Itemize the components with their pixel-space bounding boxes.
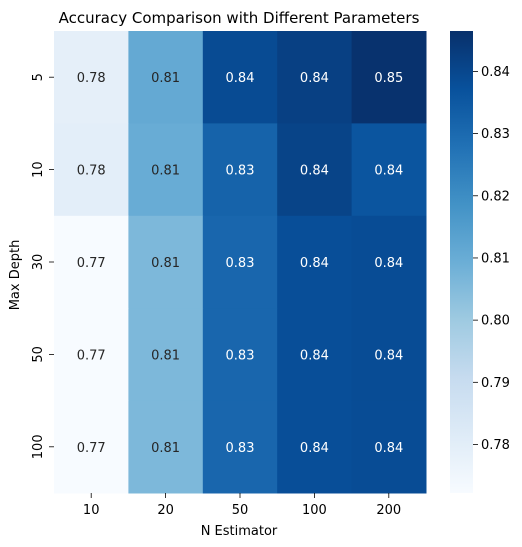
- heatmap-cell-10-10: [54, 123, 129, 217]
- heatmap-cell-100-10: [54, 400, 129, 494]
- heatmap-cell-30-20: [128, 215, 204, 309]
- heatmap-cell-30-100: [277, 215, 353, 309]
- cell-value-label: 0.84: [374, 441, 403, 456]
- heatmap-cell-5-20: [128, 31, 204, 124]
- y-tick-label: 5: [31, 73, 46, 81]
- cell-value-label: 0.84: [300, 256, 329, 271]
- cell-value-label: 0.77: [77, 441, 106, 456]
- colorbar-tick-label: 0.83: [481, 127, 510, 142]
- cell-value-label: 0.85: [374, 71, 403, 86]
- heatmap-cell-30-10: [54, 215, 129, 309]
- heatmap-cell-100-20: [128, 400, 204, 494]
- y-axis-ticks: 5 10 30 50 100: [31, 73, 54, 459]
- heatmap-cell-100-50: [202, 400, 278, 494]
- colorbar-tick-label: 0.81: [481, 251, 510, 266]
- cell-value-label: 0.77: [77, 256, 106, 271]
- x-tick-label: 50: [232, 503, 249, 518]
- heatmap-cell-100-100: [277, 400, 353, 494]
- heatmap-cell-5-100: [277, 31, 353, 124]
- x-axis-ticks: 10 20 50 100 200: [83, 493, 401, 518]
- cell-value-label: 0.84: [300, 441, 329, 456]
- heatmap-cell-5-50: [202, 31, 278, 124]
- colorbar: [450, 31, 473, 493]
- heatmap-cell-50-200: [351, 308, 427, 402]
- x-tick-label: 10: [83, 503, 100, 518]
- heatmap-cell-50-50: [202, 308, 278, 402]
- cell-value-label: 0.84: [374, 348, 403, 363]
- cell-value-label: 0.81: [151, 256, 180, 271]
- cell-value-label: 0.83: [226, 256, 255, 271]
- colorbar-tick-label: 0.84: [481, 65, 510, 80]
- heatmap-cell-5-200: [351, 31, 427, 124]
- chart-title: Accuracy Comparison with Different Param…: [59, 9, 420, 27]
- cell-value-label: 0.84: [300, 348, 329, 363]
- colorbar-tick-label: 0.78: [481, 438, 510, 453]
- heatmap-cell-10-100: [277, 123, 353, 217]
- heatmap-cell-50-100: [277, 308, 353, 402]
- cell-value-label: 0.83: [226, 164, 255, 179]
- cell-value-label: 0.81: [151, 348, 180, 363]
- heatmap-cell-30-50: [202, 215, 278, 309]
- x-tick-label: 100: [302, 503, 327, 518]
- heatmap-cell-10-20: [128, 123, 204, 217]
- heatmap-cell-10-200: [351, 123, 427, 217]
- cell-value-label: 0.84: [374, 164, 403, 179]
- heatmap-cell-30-200: [351, 215, 427, 309]
- cell-value-label: 0.81: [151, 71, 180, 86]
- cell-value-label: 0.84: [300, 71, 329, 86]
- x-tick-label: 200: [376, 503, 401, 518]
- colorbar-tick-label: 0.80: [481, 314, 510, 329]
- colorbar-ticks: 0.78 0.79 0.80 0.81 0.82 0.83 0.84: [473, 65, 510, 453]
- x-axis-label: N Estimator: [201, 524, 278, 539]
- cell-value-label: 0.81: [151, 164, 180, 179]
- heatmap-cell-50-10: [54, 308, 129, 402]
- cell-value-label: 0.78: [77, 71, 106, 86]
- y-tick-label: 10: [31, 161, 46, 178]
- cell-value-label: 0.83: [226, 441, 255, 456]
- y-tick-label: 100: [31, 434, 46, 459]
- cell-value-label: 0.77: [77, 348, 106, 363]
- cell-value-label: 0.84: [226, 71, 255, 86]
- colorbar-tick-label: 0.82: [481, 189, 510, 204]
- cell-value-label: 0.84: [374, 256, 403, 271]
- colorbar-tick-label: 0.79: [481, 376, 510, 391]
- cell-value-label: 0.78: [77, 164, 106, 179]
- y-tick-label: 30: [31, 254, 46, 271]
- cell-value-label: 0.81: [151, 441, 180, 456]
- heatmap-cell-labels: 0.78 0.81 0.84 0.84 0.85 0.78 0.81 0.83 0.84 0.84…: [77, 71, 404, 456]
- heatmap-cell-100-200: [351, 400, 427, 494]
- cell-value-label: 0.83: [226, 348, 255, 363]
- cell-value-label: 0.84: [300, 164, 329, 179]
- heatmap-cells: [54, 31, 427, 494]
- heatmap-cell-5-10: [54, 31, 129, 124]
- heatmap-cell-10-50: [202, 123, 278, 217]
- heatmap-cell-50-20: [128, 308, 204, 402]
- x-tick-label: 20: [157, 503, 174, 518]
- y-axis-label: Max Depth: [8, 240, 23, 311]
- y-tick-label: 50: [31, 346, 46, 363]
